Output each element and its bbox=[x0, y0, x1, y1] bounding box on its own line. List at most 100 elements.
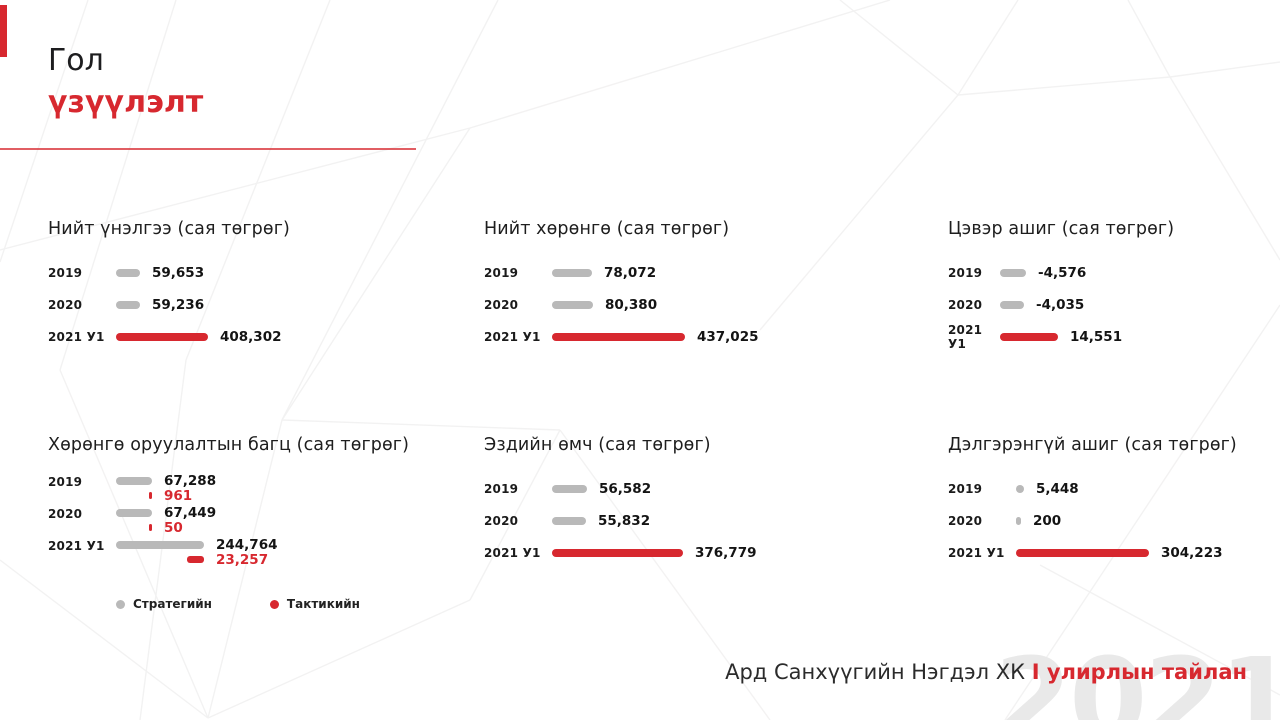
strategic-line: 244,764 bbox=[116, 536, 278, 553]
footer-company-name: Ард Санхүүгийн Нэгдэл ХК bbox=[725, 660, 1026, 684]
row-year-label: 2021 У1 bbox=[484, 330, 541, 344]
bar-gray bbox=[116, 301, 140, 309]
row-value-strategic: 67,288 bbox=[164, 472, 217, 489]
bar-strategic bbox=[116, 540, 204, 549]
row-value-label: 200 bbox=[1033, 513, 1062, 529]
footer: Ард Санхүүгийн Нэгдэл ХК I улирлын тайла… bbox=[725, 660, 1247, 684]
row-year-label: 2020 bbox=[948, 514, 983, 528]
chart-title: Нийт хөрөнгө (сая төгрөг) bbox=[484, 219, 730, 239]
tactical-track bbox=[116, 524, 152, 531]
chart-row: 2019 56,582 bbox=[484, 473, 814, 505]
chart-row: 2019 5,448 bbox=[948, 473, 1280, 505]
strategic-line: 67,449 bbox=[116, 504, 217, 521]
row-value-strategic: 67,449 bbox=[164, 504, 217, 521]
chart-row: 2019 59,653 bbox=[48, 257, 448, 289]
row-year-label: 2019 bbox=[48, 475, 83, 489]
row-value-label: 80,380 bbox=[605, 297, 658, 313]
row-year-label: 2020 bbox=[484, 298, 519, 312]
chart-rows: 2019 67,288 961 2020 67,449 50 2021 У1 244,764 2… bbox=[48, 473, 468, 569]
slide-title-line1: Гол bbox=[48, 43, 104, 78]
chart-row: 2020 80,380 bbox=[484, 289, 814, 321]
chart-investment-portfolio: Хөрөнгө оруулалтын багц (сая төгрөг) 201… bbox=[48, 435, 468, 611]
chart-row: 2021 У1 14,551 bbox=[948, 321, 1280, 353]
slide-title: Гол үзүүлэлт bbox=[48, 40, 203, 124]
row-value-tactical: 50 bbox=[164, 519, 183, 536]
chart-total-assets: Нийт хөрөнгө (сая төгрөг) 2019 78,072 2020… bbox=[484, 219, 814, 353]
bar-red bbox=[552, 333, 685, 341]
row-value-label: 14,551 bbox=[1070, 329, 1123, 345]
bar-gray bbox=[552, 301, 593, 309]
chart-rows: 2019 5,448 2020 200 2021 У1 304,223 bbox=[948, 473, 1280, 569]
row-year-label: 2021 У1 bbox=[48, 539, 105, 553]
chart-row: 2019 67,288 961 bbox=[48, 473, 468, 505]
row-bars: 67,449 50 bbox=[116, 504, 217, 536]
row-year-label: 2021 У1 bbox=[948, 546, 1005, 560]
bar-tactical bbox=[149, 492, 152, 499]
row-value-label: 304,223 bbox=[1161, 545, 1223, 561]
chart-row: 2021 У1 376,779 bbox=[484, 537, 814, 569]
chart-rows: 2019 -4,576 2020 -4,035 2021 У1 14,551 bbox=[948, 257, 1280, 353]
bar-strategic bbox=[116, 508, 152, 517]
row-year-label: 2021 У1 bbox=[948, 323, 983, 351]
bar-red bbox=[116, 333, 208, 341]
chart-total-valuation: Нийт үнэлгээ (сая төгрөг) 2019 59,653 2020… bbox=[48, 219, 448, 353]
legend-label: Стратегийн bbox=[133, 597, 212, 611]
corner-accent-bar bbox=[0, 5, 7, 57]
row-value-label: 5,448 bbox=[1036, 481, 1079, 497]
bar-strategic bbox=[116, 476, 152, 485]
row-value-label: 56,582 bbox=[599, 481, 652, 497]
row-value-label: 78,072 bbox=[604, 265, 657, 281]
chart-row: 2019 78,072 bbox=[484, 257, 814, 289]
chart-title: Эздийн өмч (сая төгрөг) bbox=[484, 435, 711, 455]
row-value-label: 376,779 bbox=[695, 545, 757, 561]
row-value-label: 55,832 bbox=[598, 513, 651, 529]
chart-row: 2020 59,236 bbox=[48, 289, 448, 321]
red-dot-icon bbox=[269, 599, 279, 609]
chart-title: Цэвэр ашиг (сая төгрөг) bbox=[948, 219, 1175, 239]
chart-row: 2020 200 bbox=[948, 505, 1280, 537]
bar-gray bbox=[1016, 517, 1021, 525]
legend-item-tactical: Тактикийн bbox=[269, 597, 360, 611]
chart-rows: 2019 59,653 2020 59,236 2021 У1 408,302 bbox=[48, 257, 448, 353]
chart-row: 2020 67,449 50 bbox=[48, 505, 468, 537]
row-bars: 244,764 23,257 bbox=[116, 536, 278, 568]
bar-gray bbox=[116, 269, 140, 277]
row-value-label: 59,236 bbox=[152, 297, 205, 313]
bar-gray bbox=[1016, 485, 1024, 493]
chart-rows: 2019 78,072 2020 80,380 2021 У1 437,025 bbox=[484, 257, 814, 353]
year-watermark: 2021 bbox=[994, 635, 1280, 720]
row-value-strategic: 244,764 bbox=[216, 536, 278, 553]
row-year-label: 2020 bbox=[484, 514, 519, 528]
row-value-label: 437,025 bbox=[697, 329, 759, 345]
chart-rows: 2019 56,582 2020 55,832 2021 У1 376,779 bbox=[484, 473, 814, 569]
row-value-tactical: 23,257 bbox=[216, 551, 269, 568]
row-year-label: 2019 bbox=[948, 482, 983, 496]
chart-row: 2021 У1 437,025 bbox=[484, 321, 814, 353]
row-year-label: 2020 bbox=[48, 507, 83, 521]
chart-row: 2021 У1 244,764 23,257 bbox=[48, 537, 468, 569]
bar-red bbox=[552, 549, 683, 557]
strategic-line: 67,288 bbox=[116, 472, 217, 489]
row-year-label: 2019 bbox=[484, 266, 519, 280]
chart-comprehensive-income: Дэлгэрэнгүй ашиг (сая төгрөг) 2019 5,448 2… bbox=[948, 435, 1280, 569]
slide-title-line2: үзүүлэлт bbox=[48, 85, 204, 120]
chart-row: 2021 У1 408,302 bbox=[48, 321, 448, 353]
row-value-label: 408,302 bbox=[220, 329, 282, 345]
chart-net-profit: Цэвэр ашиг (сая төгрөг) 2019 -4,576 2020 -4… bbox=[948, 219, 1280, 353]
bar-gray bbox=[552, 269, 592, 277]
row-value-label: -4,576 bbox=[1038, 265, 1087, 281]
tactical-line: 961 bbox=[116, 488, 216, 504]
row-value-label: -4,035 bbox=[1036, 297, 1085, 313]
chart-row: 2020 -4,035 bbox=[948, 289, 1280, 321]
bar-red bbox=[1000, 333, 1058, 341]
bar-gray bbox=[1000, 269, 1026, 277]
chart-title: Дэлгэрэнгүй ашиг (сая төгрөг) bbox=[948, 435, 1237, 455]
row-year-label: 2020 bbox=[48, 298, 83, 312]
legend-item-strategic: Стратегийн bbox=[116, 597, 212, 611]
gray-dot-icon bbox=[116, 599, 125, 609]
row-year-label: 2021 У1 bbox=[48, 330, 105, 344]
bar-tactical bbox=[149, 524, 152, 531]
chart-title: Хөрөнгө оруулалтын багц (сая төгрөг) bbox=[48, 435, 410, 455]
row-bars: 67,288 961 bbox=[116, 472, 217, 504]
